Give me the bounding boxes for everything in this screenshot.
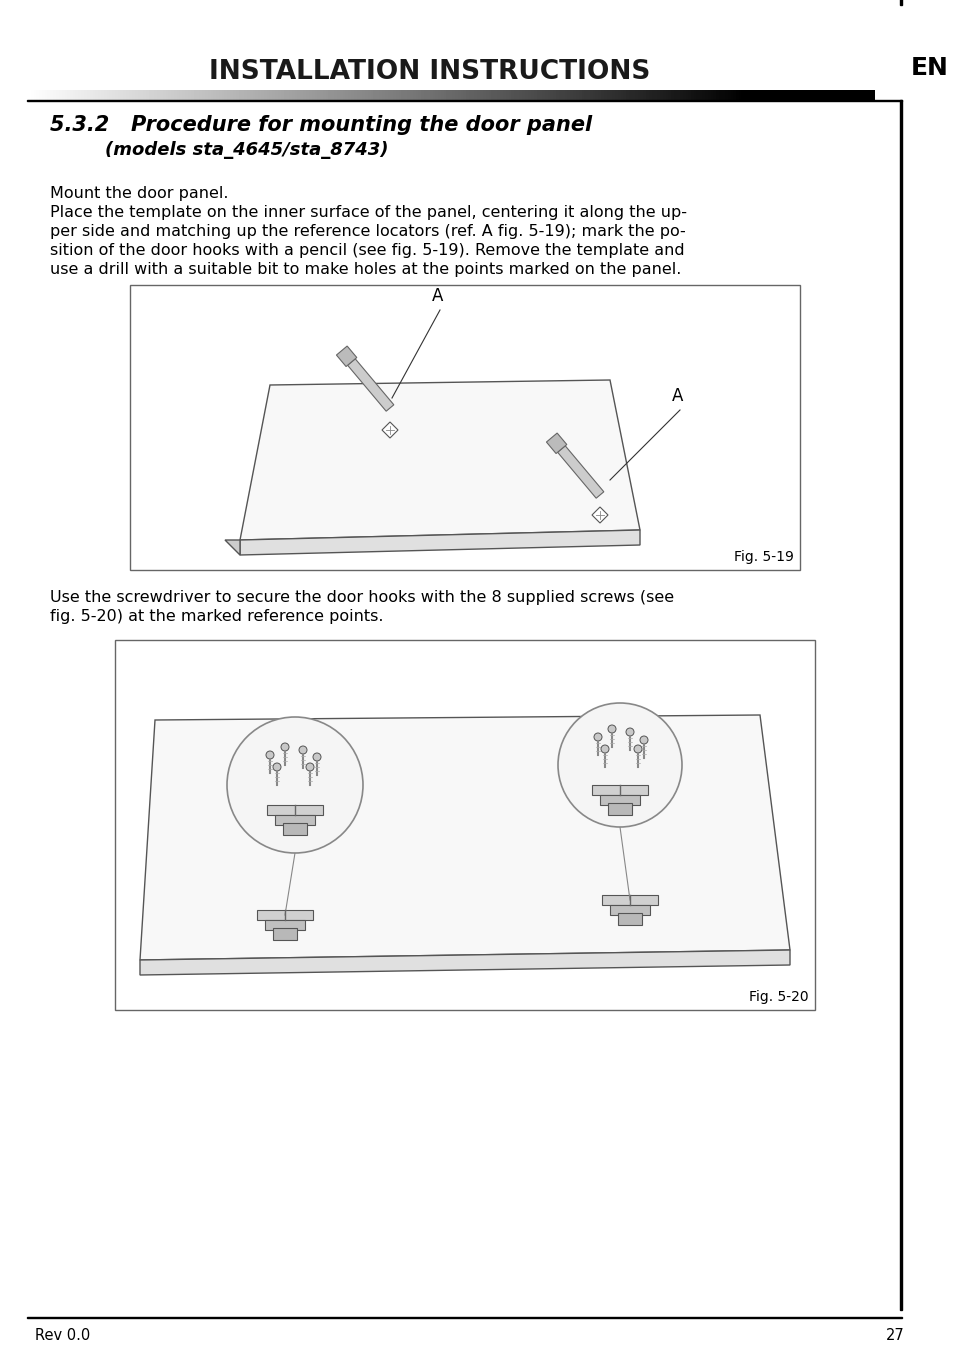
Text: Fig. 5-20: Fig. 5-20 — [749, 990, 808, 1005]
Bar — [899, 0, 901, 5]
Bar — [283, 823, 307, 835]
Text: A: A — [672, 387, 683, 405]
Polygon shape — [225, 540, 240, 555]
Circle shape — [600, 745, 608, 753]
Circle shape — [634, 745, 641, 753]
Bar — [273, 927, 296, 940]
Polygon shape — [336, 347, 356, 367]
Bar — [607, 803, 631, 815]
Circle shape — [306, 764, 314, 770]
Bar — [609, 904, 649, 915]
Circle shape — [298, 746, 307, 754]
Bar — [27, 99, 901, 102]
Bar — [274, 815, 314, 825]
Bar — [592, 785, 647, 795]
Circle shape — [607, 724, 616, 733]
Bar — [256, 910, 313, 919]
Text: 5.3.2   Procedure for mounting the door panel: 5.3.2 Procedure for mounting the door pa… — [50, 115, 592, 135]
Circle shape — [273, 764, 281, 770]
Text: Use the screwdriver to secure the door hooks with the 8 supplied screws (see: Use the screwdriver to secure the door h… — [50, 590, 674, 605]
Polygon shape — [557, 445, 603, 498]
Circle shape — [266, 751, 274, 760]
Bar — [618, 913, 641, 925]
Polygon shape — [546, 433, 566, 454]
Text: EN: EN — [910, 56, 948, 80]
Text: (models sta_4645/sta_8743): (models sta_4645/sta_8743) — [105, 141, 388, 158]
Polygon shape — [140, 951, 789, 975]
Bar — [265, 919, 305, 930]
Polygon shape — [347, 359, 394, 412]
Text: per side and matching up the reference locators (ref. A fig. 5-19); mark the po-: per side and matching up the reference l… — [50, 223, 685, 240]
Text: sition of the door hooks with a pencil (see fig. 5-19). Remove the template and: sition of the door hooks with a pencil (… — [50, 242, 684, 259]
Polygon shape — [140, 715, 789, 960]
Text: use a drill with a suitable bit to make holes at the points marked on the panel.: use a drill with a suitable bit to make … — [50, 263, 680, 278]
Polygon shape — [240, 380, 639, 540]
Polygon shape — [592, 506, 607, 523]
Text: INSTALLATION INSTRUCTIONS: INSTALLATION INSTRUCTIONS — [209, 60, 650, 85]
Text: Place the template on the inner surface of the panel, centering it along the up-: Place the template on the inner surface … — [50, 204, 686, 219]
Circle shape — [558, 703, 681, 827]
Circle shape — [625, 728, 634, 737]
Bar — [899, 100, 901, 1311]
Circle shape — [281, 743, 289, 751]
Polygon shape — [381, 422, 397, 437]
Bar — [130, 284, 800, 570]
Text: 27: 27 — [885, 1327, 904, 1343]
Circle shape — [313, 753, 320, 761]
Polygon shape — [240, 529, 639, 555]
Text: A: A — [432, 287, 443, 305]
Bar — [601, 895, 658, 904]
Bar — [267, 806, 323, 815]
Circle shape — [594, 733, 601, 741]
Text: Mount the door panel.: Mount the door panel. — [50, 185, 229, 200]
Bar — [115, 640, 814, 1010]
Text: Fig. 5-19: Fig. 5-19 — [734, 550, 793, 565]
Text: Rev 0.0: Rev 0.0 — [35, 1327, 91, 1343]
Bar — [599, 795, 639, 806]
Circle shape — [227, 718, 363, 853]
Bar — [27, 1316, 901, 1317]
Text: fig. 5-20) at the marked reference points.: fig. 5-20) at the marked reference point… — [50, 609, 383, 624]
Circle shape — [639, 737, 647, 743]
